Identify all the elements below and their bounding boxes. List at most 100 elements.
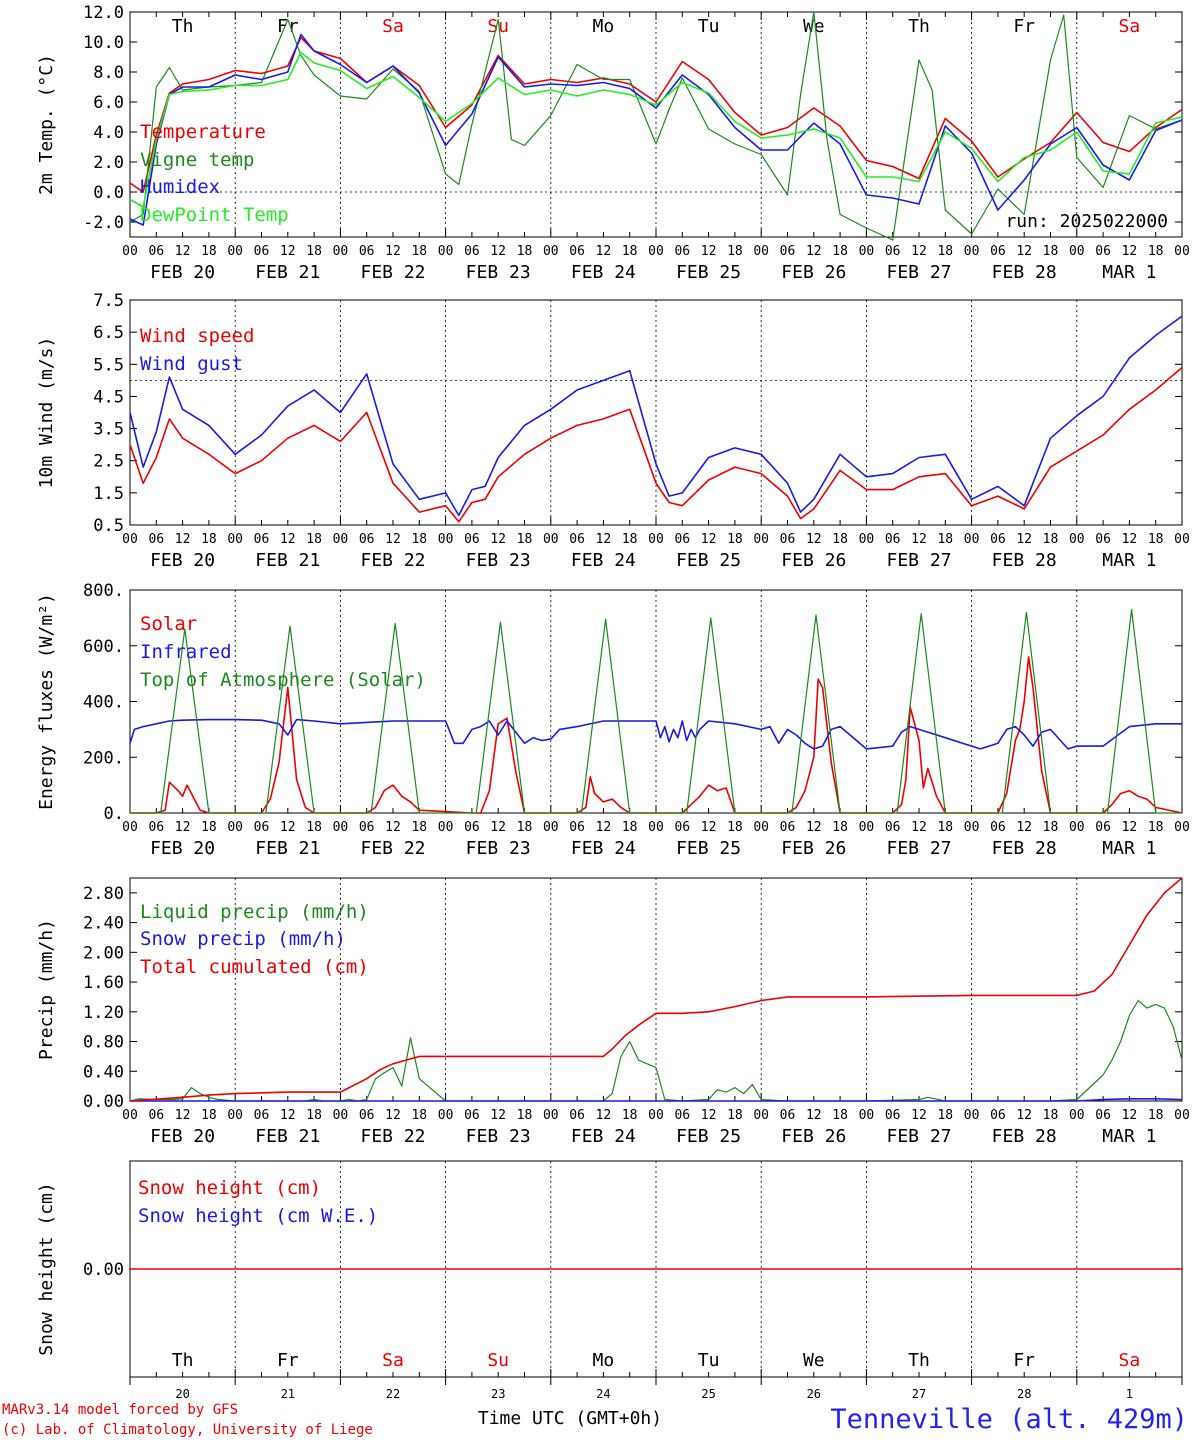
hour-tick-label: 06 <box>885 1108 901 1123</box>
hour-tick-label: 06 <box>569 532 585 547</box>
series-line-humidex <box>129 33 1183 226</box>
hour-tick-label: 12 <box>806 532 822 547</box>
hour-tick-label: 18 <box>411 1108 427 1123</box>
hour-tick-label: 06 <box>254 820 270 835</box>
hour-tick-label: 12 <box>175 532 191 547</box>
date-label: FEB 27 <box>886 1126 951 1147</box>
hour-tick-label: 00 <box>543 532 559 547</box>
legend-entry: Vigne temp <box>140 149 254 171</box>
y-tick-label: 10.0 <box>83 33 124 53</box>
series-line-top-of-atmosphere-solar <box>130 608 1182 814</box>
y-tick-label: 3.5 <box>93 420 124 440</box>
hour-tick-label: 06 <box>464 532 480 547</box>
date-label: FEB 22 <box>360 1126 425 1147</box>
weekday-label: Fr <box>277 1350 299 1371</box>
y-tick-label: 2.00 <box>83 943 124 963</box>
date-label: MAR 1 <box>1102 1126 1156 1147</box>
hour-tick-label: 18 <box>1148 532 1164 547</box>
hour-tick-label: 18 <box>727 1108 743 1123</box>
hour-tick-label: 18 <box>832 244 848 259</box>
hour-tick-label: 12 <box>806 1108 822 1123</box>
hour-tick-label: 00 <box>122 244 138 259</box>
hour-tick-label: 06 <box>1095 244 1111 259</box>
day-number-label: 22 <box>386 1387 400 1401</box>
weekday-label: Th <box>172 1350 194 1371</box>
hour-tick-label: 18 <box>201 244 217 259</box>
hour-tick-label: 06 <box>780 1108 796 1123</box>
hour-tick-label: 18 <box>937 820 953 835</box>
legend-entry: Snow height (cm W.E.) <box>138 1205 378 1227</box>
series-line-snow-precip-mm-h <box>130 1098 1183 1102</box>
date-label: FEB 26 <box>781 262 846 283</box>
hour-tick-label: 12 <box>175 244 191 259</box>
hour-tick-label: 12 <box>1122 532 1138 547</box>
date-label: FEB 24 <box>571 550 636 571</box>
hour-tick-label: 06 <box>1095 532 1111 547</box>
y-tick-label: 0.40 <box>83 1062 124 1082</box>
hour-tick-label: 06 <box>990 1108 1006 1123</box>
hour-tick-label: 00 <box>1069 532 1085 547</box>
weekday-label: We <box>803 16 825 37</box>
hour-tick-label: 00 <box>227 244 243 259</box>
hour-tick-label: 18 <box>727 532 743 547</box>
weekday-label: Tu <box>698 1350 720 1371</box>
date-label: FEB 28 <box>992 1126 1057 1147</box>
weekday-label: Th <box>172 16 194 37</box>
date-label: FEB 28 <box>992 550 1057 571</box>
series-line-wind-gust <box>129 315 1183 517</box>
hour-tick-label: 18 <box>622 244 638 259</box>
y-tick-label: 800. <box>83 581 124 601</box>
weekday-label: Tu <box>698 16 720 37</box>
hour-tick-label: 12 <box>1016 1108 1032 1123</box>
hour-tick-label: 12 <box>1122 820 1138 835</box>
date-label: FEB 27 <box>886 838 951 859</box>
day-number-label: 27 <box>912 1387 926 1401</box>
hour-tick-label: 06 <box>359 1108 375 1123</box>
hour-tick-label: 18 <box>306 532 322 547</box>
y-tick-label: 600. <box>83 637 124 657</box>
hour-tick-label: 18 <box>937 1108 953 1123</box>
hour-tick-label: 18 <box>727 820 743 835</box>
hour-tick-label: 12 <box>490 820 506 835</box>
hour-tick-label: 00 <box>859 1108 875 1123</box>
hour-tick-label: 18 <box>937 244 953 259</box>
hour-tick-label: 06 <box>148 820 164 835</box>
hour-tick-label: 06 <box>464 244 480 259</box>
hour-tick-label: 12 <box>911 1108 927 1123</box>
hour-tick-label: 18 <box>1043 244 1059 259</box>
hour-tick-label: 06 <box>990 532 1006 547</box>
hour-tick-label: 06 <box>1095 1108 1111 1123</box>
date-label: FEB 20 <box>150 550 215 571</box>
hour-tick-label: 00 <box>964 244 980 259</box>
hour-tick-label: 06 <box>464 820 480 835</box>
hour-tick-label: 00 <box>227 532 243 547</box>
day-number-label: 21 <box>281 1387 295 1401</box>
hour-tick-label: 00 <box>227 1108 243 1123</box>
weekday-label: We <box>803 1350 825 1371</box>
weekday-label: Th <box>908 16 930 37</box>
hour-tick-label: 00 <box>1069 1108 1085 1123</box>
hour-tick-label: 00 <box>753 532 769 547</box>
hour-tick-label: 06 <box>674 1108 690 1123</box>
hour-tick-label: 06 <box>148 532 164 547</box>
hour-tick-label: 18 <box>411 244 427 259</box>
hour-tick-label: 12 <box>385 820 401 835</box>
hour-tick-label: 12 <box>701 820 717 835</box>
day-number-label: 24 <box>596 1387 610 1401</box>
hour-tick-label: 00 <box>438 244 454 259</box>
y-axis-label: Energy fluxes (W/m²) <box>36 593 57 810</box>
hour-tick-label: 18 <box>517 1108 533 1123</box>
hour-tick-label: 18 <box>727 244 743 259</box>
hour-tick-label: 06 <box>254 244 270 259</box>
date-label: MAR 1 <box>1102 838 1156 859</box>
y-axis-label: Snow height (cm) <box>36 1182 57 1355</box>
hour-tick-label: 12 <box>385 1108 401 1123</box>
date-label: FEB 21 <box>255 1126 320 1147</box>
hour-tick-label: 12 <box>280 532 296 547</box>
date-label: FEB 26 <box>781 838 846 859</box>
date-label: FEB 24 <box>571 1126 636 1147</box>
hour-tick-label: 12 <box>806 820 822 835</box>
date-label: FEB 25 <box>676 550 741 571</box>
legend-entry: Liquid precip (mm/h) <box>140 901 369 923</box>
hour-tick-label: 00 <box>122 532 138 547</box>
